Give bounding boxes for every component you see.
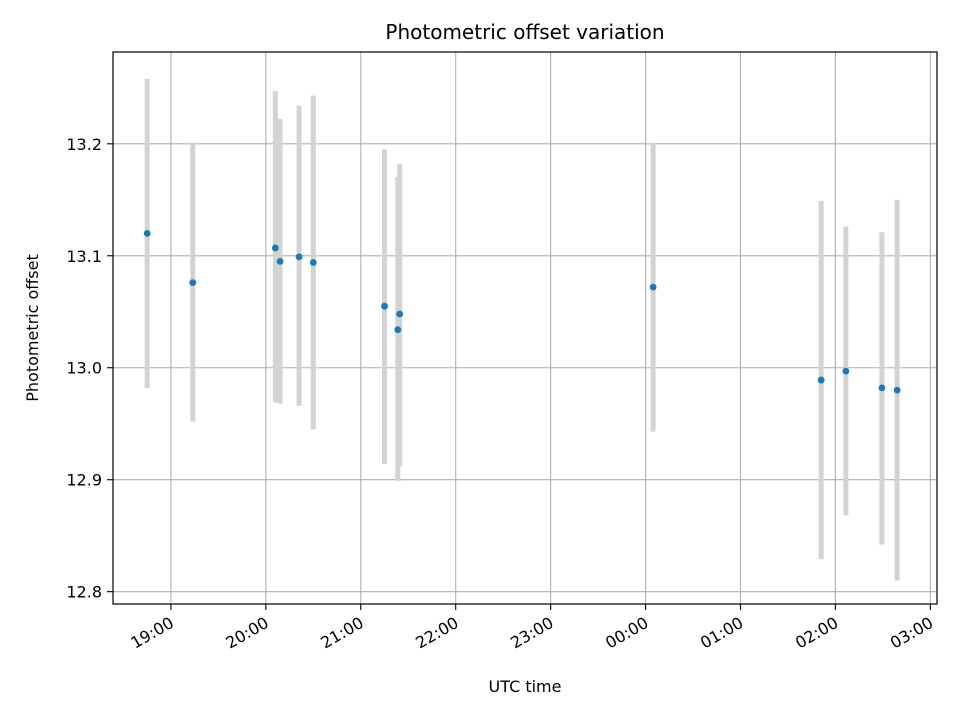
data-points	[143, 229, 901, 394]
data-point	[271, 244, 279, 252]
data-point	[394, 326, 402, 334]
y-tick-label: 12.8	[66, 583, 102, 602]
y-tick-label: 13.2	[66, 135, 102, 154]
data-point	[893, 386, 901, 394]
data-point	[381, 302, 388, 310]
y-axis-title: Photometric offset	[23, 254, 42, 402]
y-tick-label: 13.1	[66, 247, 102, 266]
y-axis-ticks: 12.8 12.9 13.0 13.1 13.2	[66, 135, 113, 602]
data-point	[817, 376, 825, 384]
data-point	[276, 257, 284, 265]
data-point	[143, 229, 151, 237]
chart-title: Photometric offset variation	[385, 20, 664, 44]
data-point	[396, 310, 404, 318]
data-point	[842, 367, 850, 375]
data-point	[295, 253, 303, 261]
y-tick-label: 12.9	[66, 471, 102, 490]
plot-frame	[112, 51, 938, 605]
y-tick-label: 13.0	[66, 359, 102, 378]
x-axis-title: UTC time	[489, 677, 562, 696]
data-point	[649, 283, 657, 291]
data-point	[878, 384, 886, 392]
data-point	[189, 279, 197, 287]
grid	[113, 52, 937, 604]
data-point	[309, 259, 317, 266]
